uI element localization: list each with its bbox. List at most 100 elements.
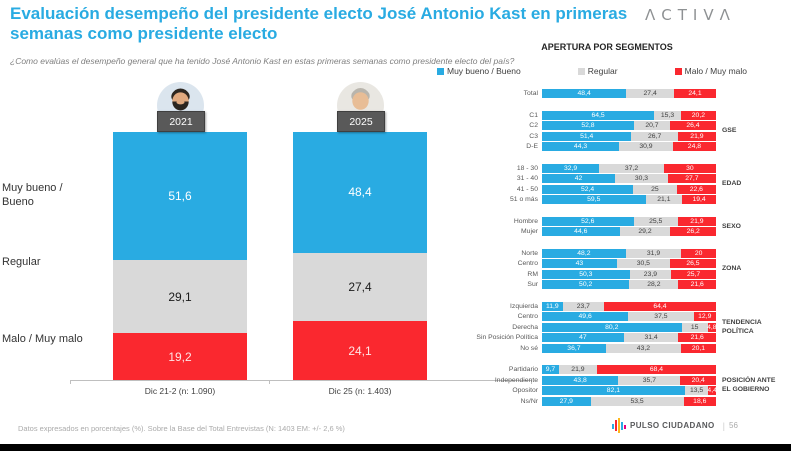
segment-value: 30 xyxy=(686,164,694,172)
segment-cell: 4,4 xyxy=(707,386,717,395)
segment-value: 25,5 xyxy=(649,217,663,225)
segment-bar: 36,7 43,2 20,1 xyxy=(542,343,716,353)
segment-value: 37,5 xyxy=(654,313,668,320)
segment-value: 21,1 xyxy=(657,196,671,203)
segment-cell: 26,2 xyxy=(670,227,716,236)
segment-value: 20,1 xyxy=(691,344,706,352)
segment-value: 35,7 xyxy=(642,376,656,384)
axis-tick xyxy=(269,380,270,384)
pulso-ciudadano-icon xyxy=(612,418,626,433)
year-tag-2025: 2025 xyxy=(337,111,385,132)
segment-cell: 26,7 xyxy=(631,131,678,141)
group-label: GSE xyxy=(722,127,737,135)
pulso-ciudadano-logo: PULSO CIUDADANO | 56 xyxy=(612,418,738,433)
group-label: ZONA xyxy=(722,265,742,273)
segment-cell: 47 xyxy=(542,333,624,342)
legend: Muy bueno / Bueno Regular Malo / Muy mal… xyxy=(437,66,747,76)
segment-group: Total 48,4 27,4 24,1 xyxy=(424,89,786,100)
segment-group: Norte 48,2 31,9 20 Centro 43 30,5 26,5 RM 50,3 23,… xyxy=(424,248,786,291)
bar-value-label: 24,1 xyxy=(348,343,372,358)
segments-chart: Total 48,4 27,4 24,1 C1 64,5 15,3 20,2 C2 52,8 20,… xyxy=(424,89,786,418)
segment-cell: 82,1 xyxy=(542,386,685,395)
segment-row: D-E 44,3 30,9 24,8 xyxy=(424,142,716,151)
segment-cell: 52,8 xyxy=(542,121,634,130)
segment-value: 44,6 xyxy=(574,228,588,235)
segment-bar: 47 31,4 21,6 xyxy=(542,333,716,342)
segment-cell: 27,4 xyxy=(626,89,675,98)
segment-category-label: Norte xyxy=(521,249,538,257)
segment-value: 21,9 xyxy=(690,132,704,140)
segment-cell: 50,3 xyxy=(542,269,630,279)
segment-category-label: 51 o más xyxy=(510,196,538,203)
segment-cell: 51,4 xyxy=(542,131,632,141)
segment-group: Izquierda 11,9 23,7 64,4 Centro 49,6 37,5 12,9 D… xyxy=(424,301,786,355)
segment-value: 31,4 xyxy=(644,334,658,341)
segment-cell: 21,9 xyxy=(677,216,716,226)
segment-cell: 36,7 xyxy=(542,343,606,353)
bar-segment: 48,4 xyxy=(293,132,427,253)
segment-category-label: Opositor xyxy=(512,387,538,394)
segment-value: 22,6 xyxy=(689,185,703,193)
segment-cell: 30,9 xyxy=(619,142,673,151)
segment-value: 20,7 xyxy=(645,122,659,129)
bar-value-label: 19,2 xyxy=(168,349,192,364)
segment-value: 30,3 xyxy=(634,175,649,182)
segment-row: Independiente 43,8 35,7 20,4 xyxy=(424,375,716,385)
segment-category-label: Mujer xyxy=(521,228,538,235)
bar-segment: 19,2 xyxy=(113,332,247,381)
segment-row: Total 48,4 27,4 24,1 xyxy=(424,89,716,98)
legend-label: Regular xyxy=(587,66,618,76)
footer-note: Datos expresados en porcentajes (%). Sob… xyxy=(18,424,345,433)
segment-cell: 52,4 xyxy=(542,184,634,194)
year-tag-2021: 2021 xyxy=(157,111,205,132)
segment-cell: 42 xyxy=(542,174,616,183)
segment-value: 43,8 xyxy=(573,376,587,384)
segment-bar: 9,7 21,9 68,4 xyxy=(542,365,716,374)
segment-cell: 20 xyxy=(681,248,716,258)
segment-bar: 32,9 37,2 30 xyxy=(542,163,716,173)
legend-swatch-blue-icon xyxy=(437,67,444,75)
segment-cell: 30,3 xyxy=(615,174,668,183)
segment-cell: 48,4 xyxy=(542,89,627,98)
segment-value: 64,4 xyxy=(653,302,667,310)
segment-bar: 44,6 29,2 26,2 xyxy=(542,227,716,236)
segment-category-label: Centro xyxy=(517,313,538,320)
segment-row: RM 50,3 23,9 25,7 xyxy=(424,269,716,279)
segment-cell: 23,9 xyxy=(629,269,672,279)
segment-category-label: C3 xyxy=(529,132,538,140)
segment-cell: 21,9 xyxy=(558,365,597,374)
segment-value: 13,5 xyxy=(689,387,704,394)
segment-row: Partidario 9,7 21,9 68,4 xyxy=(424,365,716,374)
segment-cell: 20,4 xyxy=(680,375,716,385)
segment-cell: 29,2 xyxy=(619,227,671,236)
segment-cell: 20,1 xyxy=(681,343,716,353)
segment-row: Norte 48,2 31,9 20 xyxy=(424,248,716,258)
segment-value: 42 xyxy=(574,175,583,182)
segment-value: 21,9 xyxy=(571,366,585,373)
group-label: TENDENCIA POLÍTICA xyxy=(722,318,762,335)
segment-cell: 11,9 xyxy=(542,301,563,311)
segment-category-label: D-E xyxy=(526,143,538,150)
segment-value: 68,4 xyxy=(649,366,664,373)
segment-row: No sé 36,7 43,2 20,1 xyxy=(424,343,716,353)
segment-category-label: Izquierda xyxy=(510,302,538,310)
segment-value: 21,9 xyxy=(690,217,704,225)
segment-value: 12,9 xyxy=(698,313,712,320)
segment-value: 27,9 xyxy=(559,397,573,405)
segment-value: 21,6 xyxy=(690,281,704,288)
segment-value: 23,7 xyxy=(576,302,590,310)
legend-item-malo: Malo / Muy malo xyxy=(674,66,747,76)
segment-value: 20,2 xyxy=(691,111,706,119)
segment-row: C1 64,5 15,3 20,2 xyxy=(424,110,716,120)
segment-cell: 32,9 xyxy=(542,163,600,173)
segment-group: Hombre 52,6 25,5 21,9 Mujer 44,6 29,2 26,2 SEXO xyxy=(424,216,786,238)
segment-bar: 11,9 23,7 64,4 xyxy=(542,301,716,311)
segment-category-label: C2 xyxy=(529,122,538,129)
segment-value: 21,6 xyxy=(690,334,704,341)
segment-category-label: Centro xyxy=(517,260,538,267)
segment-cell: 31,9 xyxy=(625,248,682,258)
segment-value: 9,7 xyxy=(545,366,556,373)
segment-bar: 80,2 15 4,8 xyxy=(542,322,717,332)
segment-value: 30,5 xyxy=(636,260,650,267)
